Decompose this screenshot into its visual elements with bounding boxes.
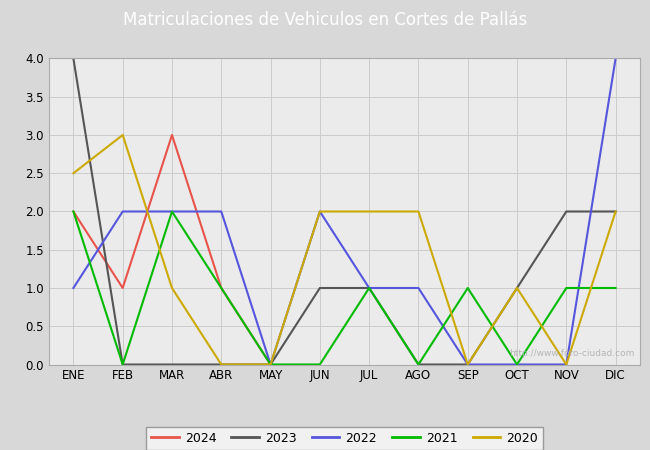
Text: http://www.foro-ciudad.com: http://www.foro-ciudad.com	[509, 349, 634, 358]
Legend: 2024, 2023, 2022, 2021, 2020: 2024, 2023, 2022, 2021, 2020	[146, 427, 543, 450]
Text: Matriculaciones de Vehiculos en Cortes de Pallás: Matriculaciones de Vehiculos en Cortes d…	[123, 11, 527, 29]
